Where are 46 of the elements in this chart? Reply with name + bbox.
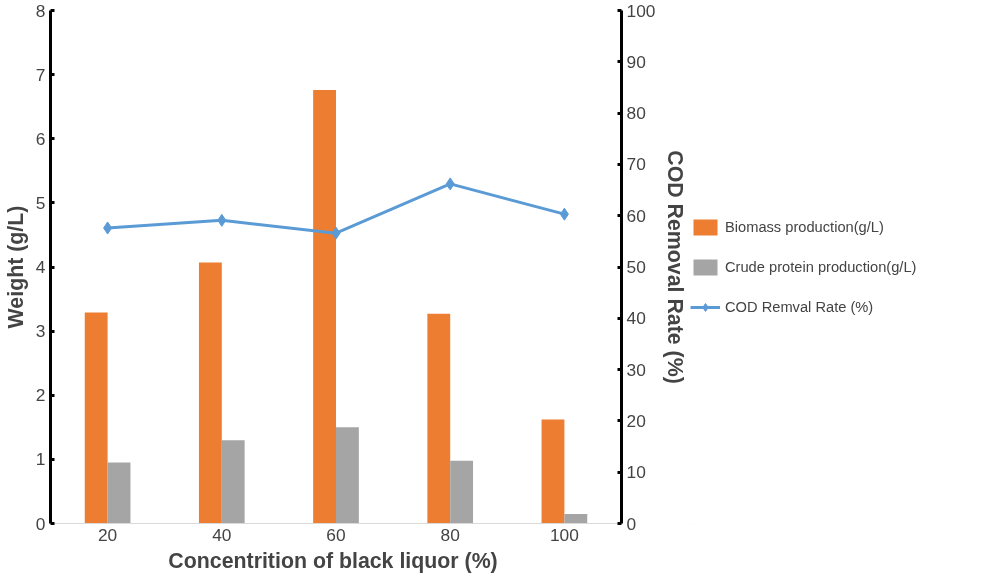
y2-tick-label: 20 [626,410,646,431]
y2-tick-label: 80 [626,103,646,124]
bar [564,513,588,524]
y2-tick-label: 100 [626,0,656,21]
y2-tick-label: 40 [626,308,646,329]
y-tick-label: 4 [35,257,46,277]
x-tick-label: 20 [97,524,118,545]
y2-tick-label: 0 [626,513,637,534]
bar [427,313,451,524]
point [103,221,113,235]
bar [336,427,359,524]
y-tick-label: 3 [35,321,46,342]
y-tick-label: 0 [35,513,46,534]
x-axis-title: Concentrition of black liquor (%) [168,548,498,573]
y-tick-label: 7 [35,64,46,85]
legend-label: Biomass production(g/L) [725,218,884,235]
x-tick-label: 100 [549,524,579,545]
y2-tick-label: 90 [626,51,646,72]
point [445,177,455,191]
bar [221,440,245,524]
y-tick-label: 8 [35,0,46,21]
x-tick-label: 40 [212,524,232,545]
bar [84,312,108,524]
y2-axis-title: COD Removal Rate (%) [663,150,688,384]
y2-tick-label: 70 [626,154,646,175]
legend-label: Crude protein production(g/L) [725,258,917,275]
legend-label: COD Remval Rate (%) [725,298,874,315]
bar [313,90,336,524]
y-tick-label: 6 [35,128,46,149]
point [331,226,341,240]
point [217,213,227,227]
x-tick-label: 60 [326,524,346,545]
y2-tick-label: 30 [626,359,646,380]
y-axis-title: Weight (g/L) [3,205,28,329]
y-tick-label: 5 [35,192,46,213]
y-tick-label: 1 [35,449,46,470]
bar [198,262,222,524]
bar [450,460,474,524]
bar [107,462,131,524]
y2-tick-label: 10 [626,462,646,483]
point [559,207,569,221]
x-tick-label: 80 [440,524,460,545]
y2-tick-label: 60 [626,205,646,226]
y-tick-label: 2 [35,385,46,406]
bar [541,419,565,524]
y2-tick-label: 50 [626,257,646,277]
